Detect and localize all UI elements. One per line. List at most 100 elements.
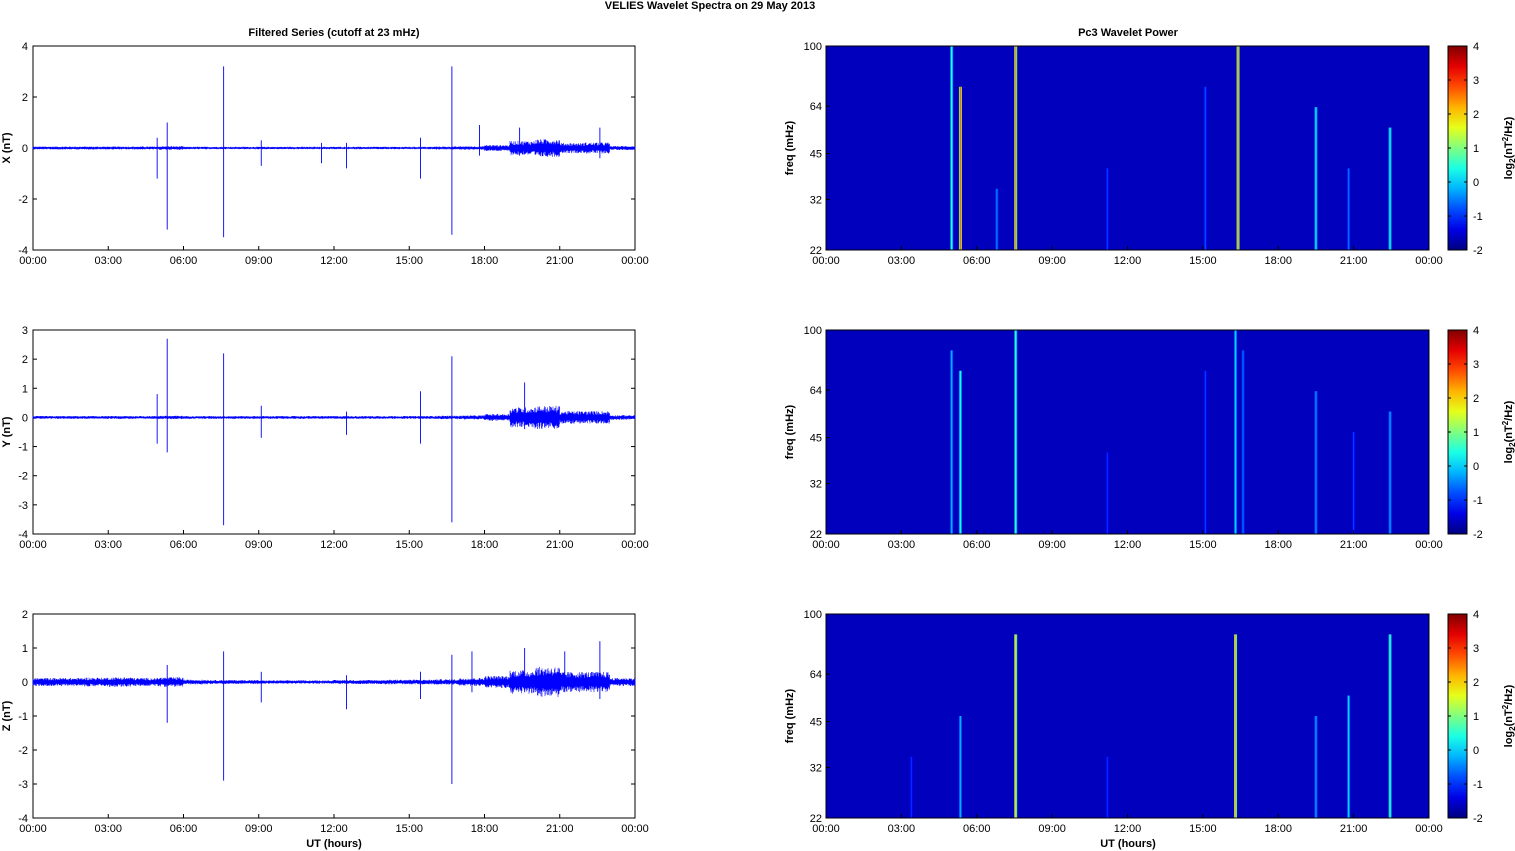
hm-y-axis-label: freq (mHz): [784, 404, 796, 459]
right-x-axis-label: UT (hours): [1100, 838, 1156, 850]
timeseries-panel-2: -4 -3 -2 -1 0 1 2 3 00:00 03:00 06:00 09:00 12:00 15:…: [1, 325, 649, 551]
ts-ytick-label: -1: [18, 442, 28, 454]
ts-ytick-label: -2: [18, 745, 28, 757]
heatmap-event-core: [959, 370, 962, 534]
hm-ytick-label: 45: [810, 433, 822, 445]
ts-y-axis-label: X (nT): [1, 132, 13, 163]
heatmap-event-core: [1237, 46, 1239, 250]
heatmap-event-core: [910, 756, 913, 818]
colorbar-tick-label: 2: [1473, 109, 1479, 121]
ts-plot-area: [32, 329, 636, 535]
ts-xtick-label: 18:00: [471, 539, 499, 551]
ts-xtick-label: 06:00: [170, 823, 198, 835]
hm-xtick-label: 15:00: [1189, 539, 1217, 551]
ts-xtick-label: 03:00: [94, 539, 122, 551]
colorbar-tick-label: -2: [1473, 245, 1483, 257]
heatmap-event-core: [1242, 350, 1244, 534]
hm-xtick-label: 06:00: [963, 255, 991, 267]
hm-ytick-label: 64: [810, 101, 822, 113]
colorbar-label: log2(nT2/Hz): [1501, 400, 1515, 463]
ts-xtick-label: 03:00: [94, 255, 122, 267]
hm-xtick-label: 09:00: [1038, 255, 1066, 267]
heatmap-event-core: [1389, 411, 1391, 534]
hm-xtick-label: 06:00: [963, 823, 991, 835]
right-column-title: Pc3 Wavelet Power: [1078, 27, 1179, 39]
ts-signal-trace: [32, 405, 636, 429]
hm-ytick-label: 100: [804, 41, 822, 53]
heatmap-event-core: [1015, 330, 1017, 534]
figure-title: VELIES Wavelet Spectra on 29 May 2013: [605, 0, 816, 12]
timeseries-panel-1: -4 -2 0 2 4 00:00 03:00 06:00 09:00 12:00 15:00 18:…: [1, 41, 649, 267]
ts-xtick-label: 09:00: [245, 539, 273, 551]
colorbar-tick-label: 3: [1473, 643, 1479, 655]
hm-y-axis-label: freq (mHz): [784, 688, 796, 743]
hm-xtick-label: 09:00: [1038, 539, 1066, 551]
ts-xtick-label: 15:00: [395, 823, 423, 835]
ts-xtick-label: 12:00: [320, 823, 348, 835]
hm-ytick-label: 45: [810, 717, 822, 729]
ts-ytick-label: 1: [22, 383, 28, 395]
heatmap-event-core: [996, 188, 998, 250]
ts-ytick-label: -4: [18, 529, 28, 541]
colorbar-tick-label: 3: [1473, 359, 1479, 371]
colorbar-tick-label: 4: [1473, 609, 1479, 621]
ts-xtick-label: 00:00: [621, 823, 649, 835]
ts-xtick-label: 09:00: [245, 255, 273, 267]
heatmap-event-core: [1315, 107, 1317, 250]
heatmap-event-core: [1389, 127, 1391, 250]
ts-ytick-label: 2: [22, 354, 28, 366]
heatmap-background: [826, 614, 1429, 818]
hm-xtick-label: 15:00: [1189, 255, 1217, 267]
ts-plot-area: [32, 613, 636, 819]
ts-xtick-label: 12:00: [320, 255, 348, 267]
ts-ytick-label: -3: [18, 779, 28, 791]
colorbar-label: log2(nT2/Hz): [1501, 684, 1515, 747]
ts-xtick-label: 12:00: [320, 539, 348, 551]
left-column-title: Filtered Series (cutoff at 23 mHz): [248, 27, 419, 39]
hm-ytick-label: 22: [810, 245, 822, 257]
hm-ytick-label: 64: [810, 669, 822, 681]
hm-xtick-label: 15:00: [1189, 823, 1217, 835]
hm-xtick-label: 12:00: [1114, 255, 1142, 267]
heatmap-event-core: [1106, 168, 1108, 250]
heatmap-event-core: [1389, 634, 1391, 818]
ts-xtick-label: 00:00: [19, 823, 47, 835]
hm-xtick-label: 00:00: [812, 255, 840, 267]
colorbar-tick-label: 3: [1473, 75, 1479, 87]
colorbar-tick-label: 0: [1473, 461, 1479, 473]
ts-signal-trace: [32, 666, 636, 697]
colorbar-tick-label: 4: [1473, 41, 1479, 53]
ts-y-axis-label: Z (nT): [1, 700, 13, 731]
hm-ytick-label: 45: [810, 149, 822, 161]
ts-xtick-label: 21:00: [546, 823, 574, 835]
ts-y-axis-label: Y (nT): [1, 416, 13, 447]
hm-xtick-label: 21:00: [1340, 255, 1368, 267]
ts-xtick-label: 06:00: [170, 539, 198, 551]
hm-ytick-label: 100: [804, 609, 822, 621]
hm-ytick-label: 22: [810, 813, 822, 825]
hm-xtick-label: 00:00: [1415, 255, 1443, 267]
ts-ytick-label: -1: [18, 711, 28, 723]
hm-xtick-label: 06:00: [963, 539, 991, 551]
hm-xtick-label: 09:00: [1038, 823, 1066, 835]
heatmap-background: [826, 46, 1429, 250]
hm-ytick-label: 22: [810, 529, 822, 541]
hm-xtick-label: 21:00: [1340, 823, 1368, 835]
hm-ytick-label: 64: [810, 385, 822, 397]
hm-xtick-label: 03:00: [888, 539, 916, 551]
ts-xtick-label: 03:00: [94, 823, 122, 835]
heatmap-background: [826, 330, 1429, 534]
ts-ytick-label: -2: [18, 194, 28, 206]
ts-ytick-label: 2: [22, 92, 28, 104]
heatmap-event-core: [1353, 432, 1355, 534]
ts-ytick-label: 4: [22, 41, 28, 53]
colorbar-tick-label: -1: [1473, 779, 1483, 791]
colorbar-tick-label: 2: [1473, 677, 1479, 689]
heatmap-event-core: [1106, 452, 1108, 534]
colorbar-tick-label: 1: [1473, 427, 1479, 439]
ts-ytick-label: 0: [22, 143, 28, 155]
left-x-axis-label: UT (hours): [306, 838, 362, 850]
